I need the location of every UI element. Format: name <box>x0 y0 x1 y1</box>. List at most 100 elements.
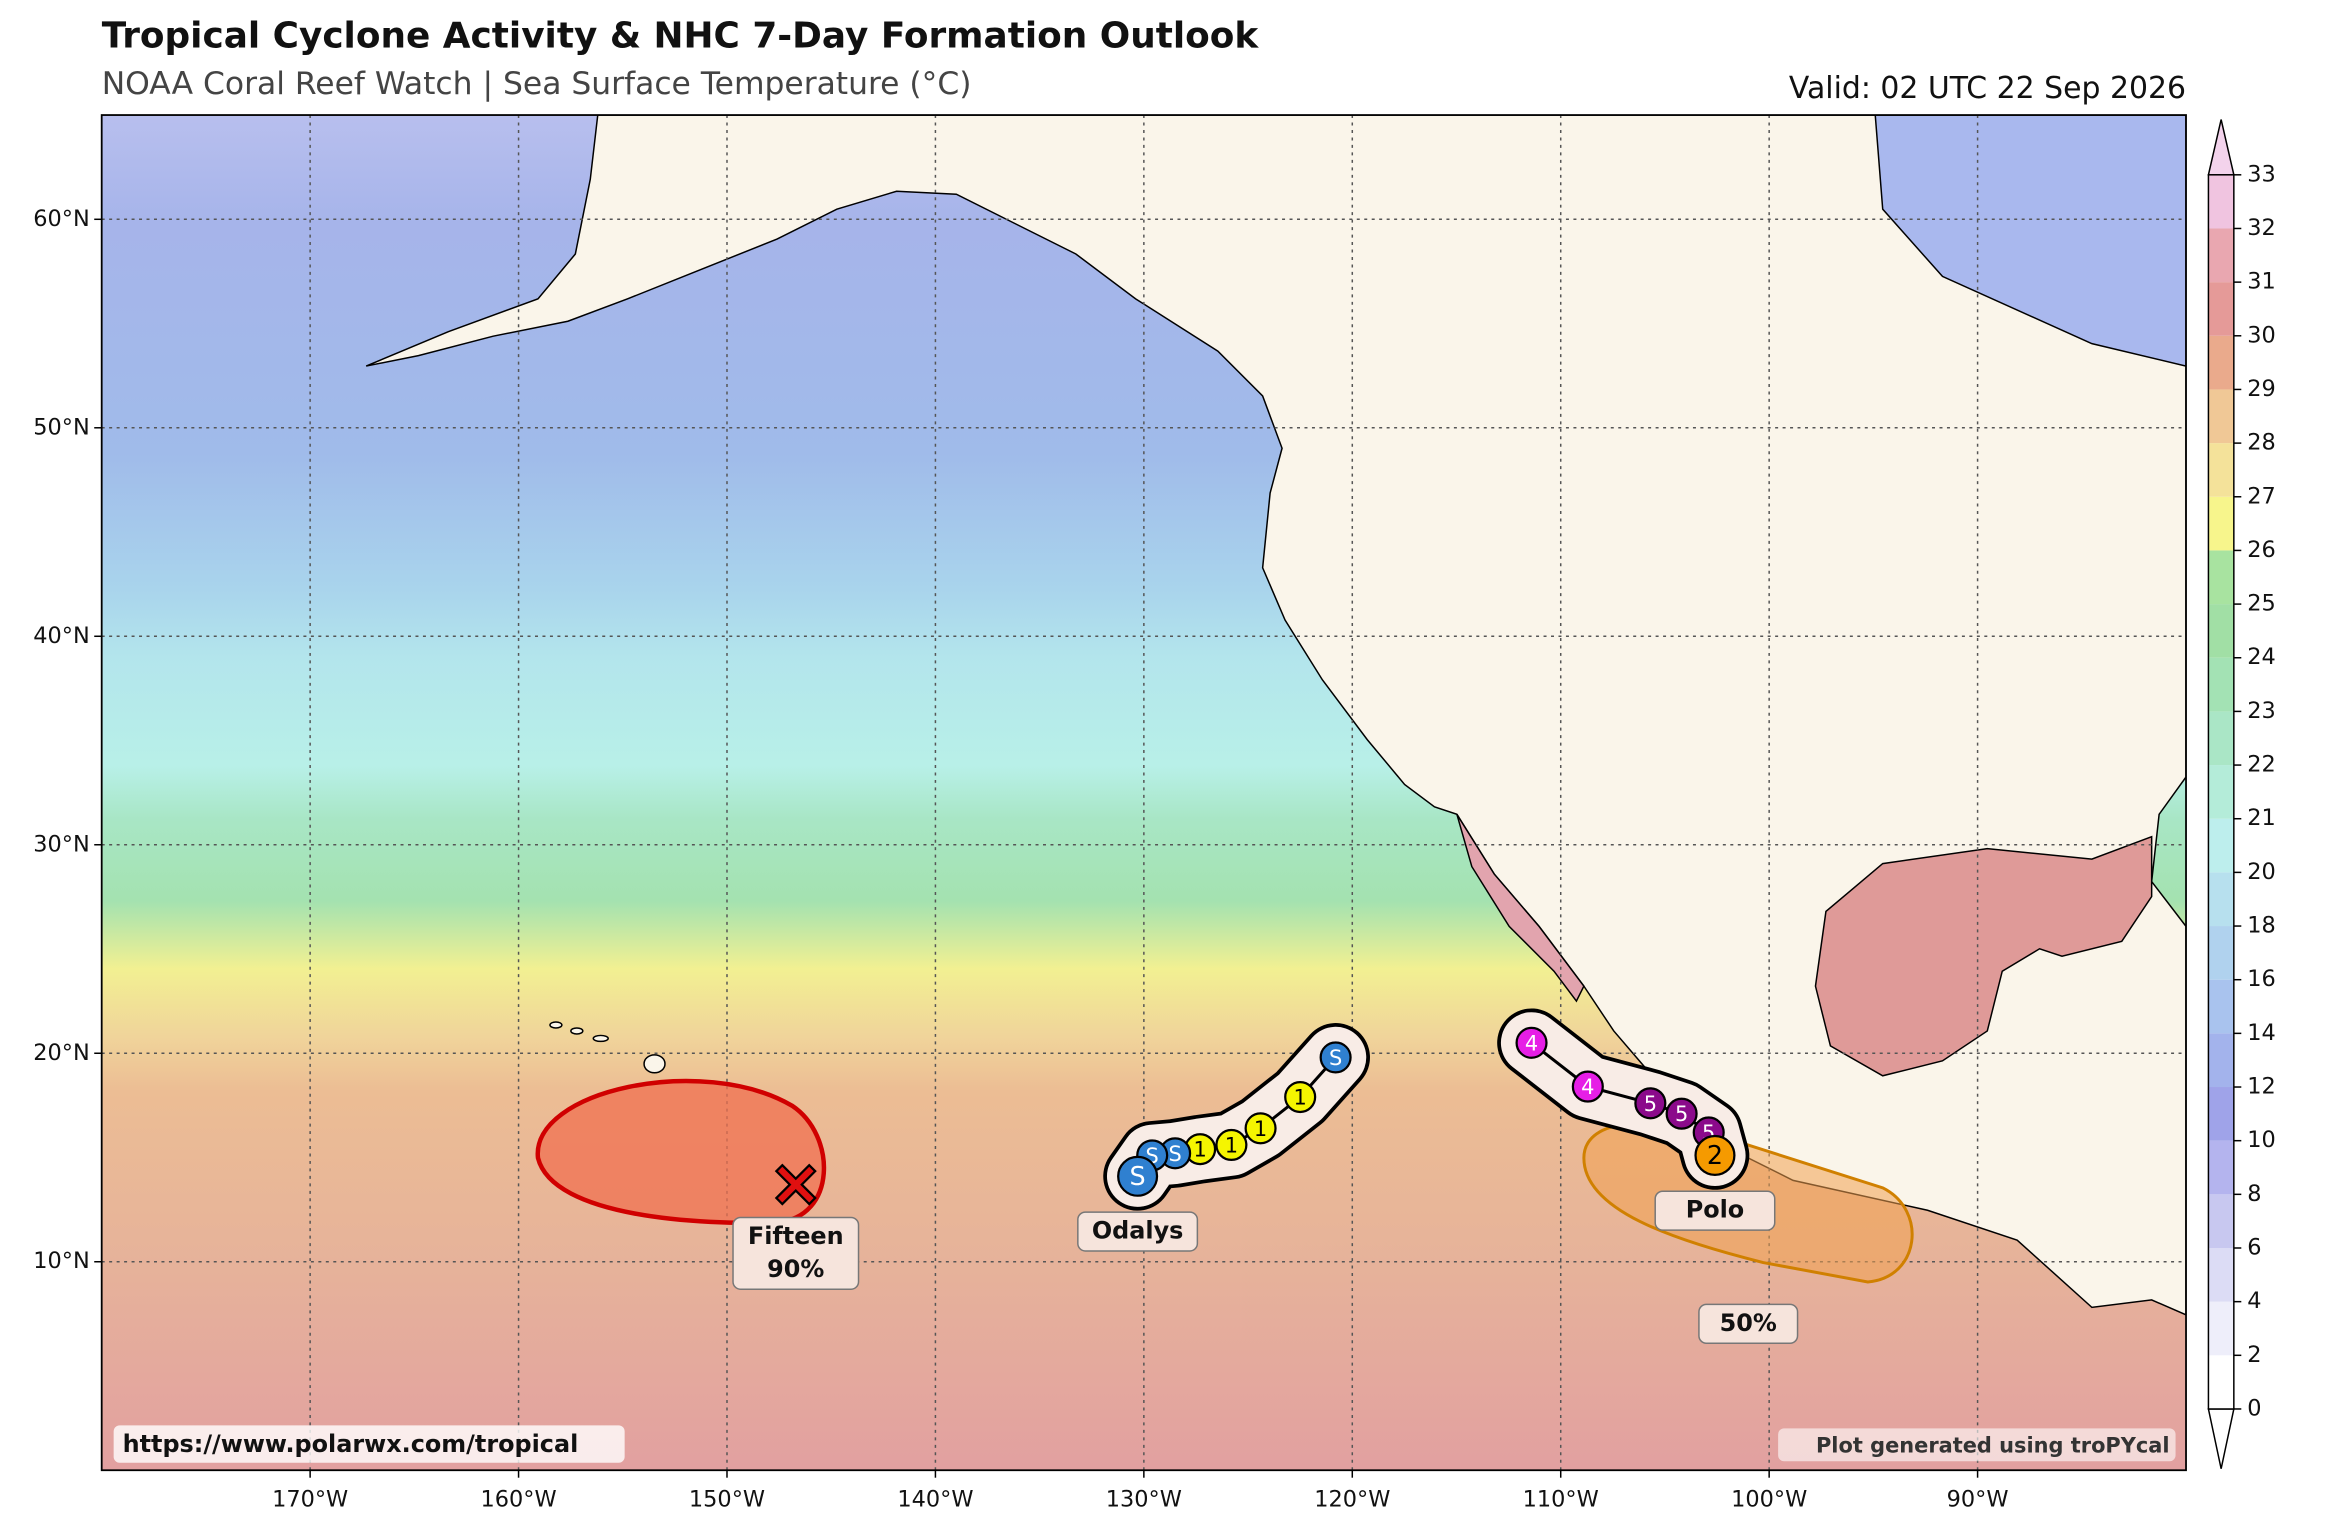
lat-label: 30°N <box>33 831 89 857</box>
colorbar-label: 23 <box>2247 698 2276 724</box>
lon-label: 160°W <box>480 1487 556 1513</box>
lon-label: 140°W <box>897 1487 973 1513</box>
valid-time: Valid: 02 UTC 22 Sep 2026 <box>1789 71 2186 106</box>
colorbar-band <box>2208 711 2234 766</box>
lon-label: 130°W <box>1106 1487 1182 1513</box>
point-label: 1 <box>1225 1133 1238 1157</box>
colorbar-label: 14 <box>2247 1020 2276 1046</box>
colorbar: 0246810121416182021222324252627282930313… <box>2207 161 2276 1421</box>
colorbar-label: 31 <box>2247 269 2276 295</box>
colorbar-label: 0 <box>2247 1395 2261 1421</box>
colorbar-label: 28 <box>2247 430 2276 456</box>
label-box <box>1077 1211 1199 1252</box>
colorbar-label: 10 <box>2247 1127 2276 1153</box>
track-point <box>1319 1041 1352 1074</box>
track-point <box>1117 1155 1159 1197</box>
point-label: 4 <box>1581 1075 1594 1099</box>
gulf-of-california <box>1456 813 1585 1003</box>
colorbar-label: 27 <box>2247 483 2276 509</box>
colorbar-label: 12 <box>2247 1074 2276 1100</box>
track-point <box>1571 1070 1604 1103</box>
land <box>365 115 2187 1316</box>
source-url: https://www.polarwx.com/tropical <box>123 1430 579 1458</box>
colorbar-band <box>2208 1033 2234 1088</box>
colorbar-band <box>2208 765 2234 819</box>
colorbar-band <box>2208 1194 2234 1248</box>
point-label: S <box>1168 1142 1181 1166</box>
colorbar-label: 33 <box>2247 161 2276 187</box>
track-point <box>1215 1128 1248 1162</box>
lon-label: 150°W <box>689 1487 765 1513</box>
track-point <box>1665 1097 1698 1130</box>
label-box <box>732 1216 860 1290</box>
url-box <box>113 1425 625 1463</box>
lon-label: 120°W <box>1314 1487 1390 1513</box>
colorbar-band <box>2208 335 2234 390</box>
colorbar-label: 6 <box>2247 1234 2261 1260</box>
colorbar-label: 2 <box>2247 1342 2261 1368</box>
label-box <box>1654 1190 1776 1231</box>
colorbar-band <box>2208 926 2234 980</box>
point-label: 5 <box>1644 1092 1657 1116</box>
hudson-bay <box>1874 115 2187 367</box>
colorbar-band <box>2208 1301 2234 1356</box>
colorbar-band <box>2208 443 2234 497</box>
hawaii <box>549 1021 666 1074</box>
point-label: S <box>1329 1046 1342 1070</box>
colorbar-band <box>2208 550 2234 605</box>
track-point <box>1244 1112 1277 1145</box>
point-label: 1 <box>1254 1117 1267 1141</box>
outlook-name: Fifteen <box>748 1222 844 1250</box>
colorbar-band <box>2208 818 2234 873</box>
lon-label: 170°W <box>272 1487 348 1513</box>
lat-label: 60°N <box>33 206 89 232</box>
colorbar-label: 30 <box>2247 322 2276 348</box>
colorbar-extend <box>2207 1408 2235 1469</box>
label-box <box>1698 1303 1799 1344</box>
colorbar-label: 8 <box>2247 1181 2261 1207</box>
credit: Plot generated using troPYcal <box>1816 1433 2170 1457</box>
track-point <box>1634 1087 1667 1120</box>
subtitle: NOAA Coral Reef Watch | Sea Surface Temp… <box>102 66 972 102</box>
colorbar-band <box>2208 604 2234 658</box>
colorbar-frame <box>2207 174 2235 1410</box>
colorbar-label: 26 <box>2247 537 2276 563</box>
colorbar-band <box>2208 1140 2234 1195</box>
outlook-probability: 50% <box>1720 1309 1777 1337</box>
colorbar-label: 25 <box>2247 591 2276 617</box>
lon-label: 90°W <box>1947 1487 2009 1513</box>
point-label: 1 <box>1193 1138 1206 1162</box>
colorbar-band <box>2208 872 2234 927</box>
colorbar-band <box>2208 496 2234 551</box>
storm-name: Polo <box>1686 1196 1745 1224</box>
colorbar-band <box>2208 282 2234 336</box>
colorbar-label: 18 <box>2247 913 2276 939</box>
colorbar-band <box>2208 174 2234 229</box>
colorbar-band <box>2208 1247 2234 1302</box>
point-label: 2 <box>1707 1140 1723 1170</box>
colorbar-label: 16 <box>2247 966 2276 992</box>
colorbar-label: 4 <box>2247 1288 2261 1314</box>
lat-label: 40°N <box>33 623 89 649</box>
colorbar-extend <box>2207 119 2235 176</box>
track-point <box>1284 1080 1317 1114</box>
outlook-probability: 90% <box>767 1255 824 1283</box>
point-label: 1 <box>1294 1086 1307 1110</box>
track-point <box>1694 1134 1736 1176</box>
gulf-of-mexico <box>1814 835 2153 1077</box>
colorbar-band <box>2208 1355 2234 1409</box>
graticule <box>101 115 2187 1471</box>
colorbar-label: 21 <box>2247 805 2276 831</box>
point-label: S <box>1130 1161 1146 1191</box>
lat-label: 10°N <box>33 1248 89 1274</box>
point-label: 5 <box>1675 1102 1688 1126</box>
track-point <box>1515 1026 1548 1059</box>
colorbar-band <box>2208 979 2234 1034</box>
lon-label: 110°W <box>1523 1487 1599 1513</box>
colorbar-label: 24 <box>2247 644 2276 670</box>
colorbar-band <box>2208 228 2234 283</box>
colorbar-band <box>2208 1087 2234 1141</box>
colorbar-label: 20 <box>2247 859 2276 885</box>
